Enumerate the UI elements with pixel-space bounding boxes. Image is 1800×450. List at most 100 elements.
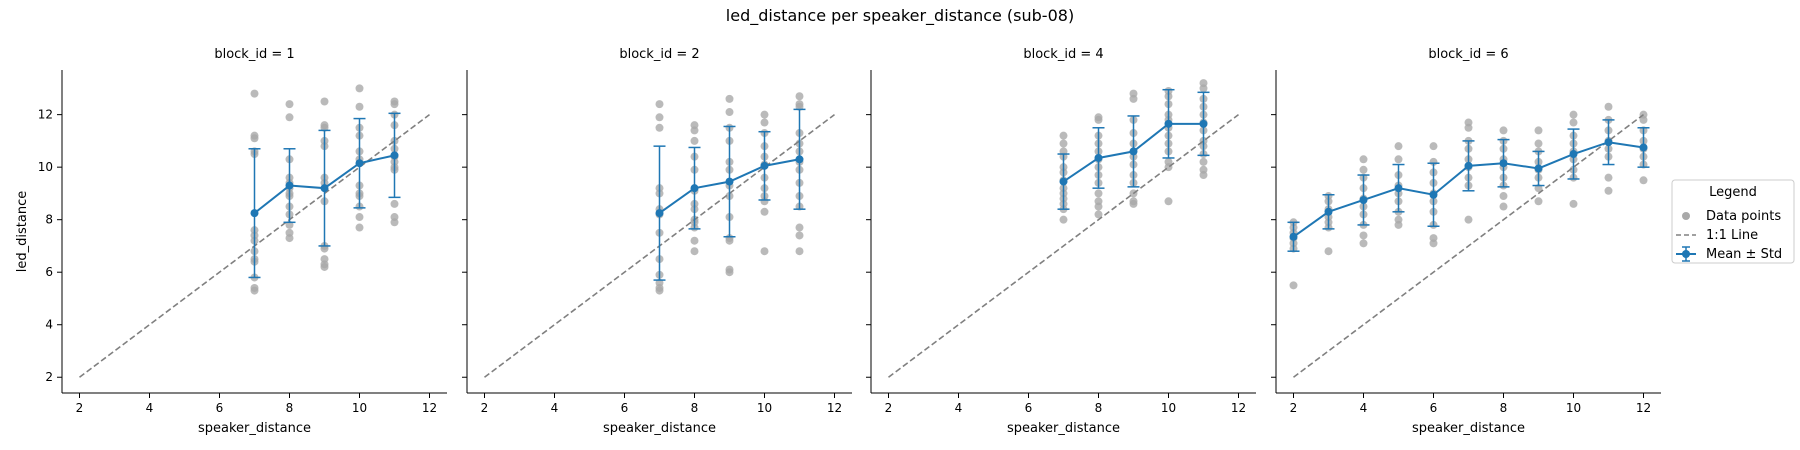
x-tick-label: 8 <box>691 401 699 415</box>
legend: Legend Data points 1:1 Line Mean ± Std <box>1671 179 1795 264</box>
mean-marker <box>1199 119 1208 128</box>
panel-title: block_id = 6 <box>1428 47 1508 62</box>
data-point <box>1094 202 1103 211</box>
legend-label: 1:1 Line <box>1706 228 1758 243</box>
data-point <box>1059 139 1068 148</box>
x-tick-label: 6 <box>216 401 224 415</box>
mean-marker <box>1534 164 1543 173</box>
mean-marker <box>1324 207 1333 216</box>
mean-marker <box>1639 143 1648 152</box>
x-axis-label: speaker_distance <box>1007 421 1120 436</box>
data-point <box>1094 189 1103 198</box>
y-tick-label: 6 <box>45 265 53 279</box>
data-point <box>250 89 259 98</box>
x-tick-label: 12 <box>1636 401 1651 415</box>
data-point <box>1639 115 1648 124</box>
x-tick-label: 6 <box>1430 401 1438 415</box>
mean-marker <box>1289 232 1298 241</box>
data-point <box>1394 155 1403 164</box>
x-tick-label: 4 <box>146 401 154 415</box>
data-point <box>1499 126 1508 135</box>
panel-title: block_id = 2 <box>619 47 699 62</box>
data-point <box>1359 239 1368 248</box>
legend-label: Mean ± Std <box>1706 247 1782 262</box>
mean-marker <box>1094 153 1103 162</box>
data-point <box>285 100 294 109</box>
x-tick-label: 8 <box>286 401 294 415</box>
data-point <box>1569 118 1578 127</box>
x-tick-label: 2 <box>885 401 893 415</box>
mean-marker <box>1359 195 1368 204</box>
data-point <box>1199 157 1208 166</box>
x-tick-label: 6 <box>1025 401 1033 415</box>
mean-markers <box>250 151 399 218</box>
data-point <box>390 199 399 208</box>
y-tick-label: 8 <box>45 213 53 227</box>
x-axis-label: speaker_distance <box>1412 421 1525 436</box>
mean-marker <box>1569 150 1578 159</box>
panel-title: block_id = 4 <box>1023 47 1103 62</box>
mean-marker <box>390 151 399 160</box>
y-tick-label: 4 <box>45 318 53 332</box>
data-point <box>285 113 294 122</box>
legend-marker-points <box>1682 212 1690 220</box>
data-point <box>1569 199 1578 208</box>
y-tick-label: 2 <box>45 370 53 384</box>
data-point <box>795 231 804 240</box>
data-point <box>250 286 259 295</box>
data-point <box>1059 131 1068 140</box>
x-tick-label: 4 <box>551 401 559 415</box>
x-axis-label: speaker_distance <box>198 421 311 436</box>
data-point <box>1604 186 1613 195</box>
data-point <box>760 110 769 119</box>
y-tick-label: 10 <box>38 160 53 174</box>
data-point <box>1534 197 1543 206</box>
data-point <box>795 92 804 101</box>
data-point <box>655 123 664 132</box>
data-point <box>725 108 734 117</box>
panel-4: block_id = 6 2 4 6 8 10 12 speaker_distance <box>1271 47 1661 436</box>
data-point <box>1499 202 1508 211</box>
data-point <box>655 100 664 109</box>
identity-line <box>888 114 1239 378</box>
mean-marker <box>1604 138 1613 147</box>
legend-box <box>1671 179 1795 264</box>
mean-marker <box>250 209 259 218</box>
data-point <box>1604 102 1613 111</box>
mean-marker <box>1394 184 1403 193</box>
y-axis-label: led_distance <box>15 191 30 272</box>
data-point <box>690 126 699 135</box>
mean-marker <box>1464 161 1473 170</box>
legend-label: Data points <box>1706 209 1781 224</box>
data-point <box>285 234 294 243</box>
data-point <box>1199 84 1208 93</box>
data-point <box>1604 173 1613 182</box>
mean-markers <box>655 155 804 218</box>
x-tick-label: 2 <box>76 401 84 415</box>
mean-markers <box>1059 119 1208 186</box>
mean-marker <box>1429 190 1438 199</box>
data-point <box>355 223 364 232</box>
mean-marker <box>655 209 664 218</box>
mean-marker <box>320 184 329 193</box>
panel-3: block_id = 4 2 4 6 8 10 12 speaker_distance <box>866 47 1256 436</box>
data-point <box>1464 215 1473 224</box>
x-tick-label: 2 <box>481 401 489 415</box>
figure-title: led_distance per speaker_distance (sub-0… <box>726 6 1074 26</box>
x-axis-label: speaker_distance <box>603 421 716 436</box>
legend-title: Legend <box>1709 185 1757 200</box>
legend-marker-mean-dot <box>1682 250 1690 258</box>
data-point <box>690 236 699 245</box>
data-point <box>760 118 769 127</box>
data-point <box>1534 139 1543 148</box>
data-point <box>795 247 804 256</box>
mean-marker <box>355 159 364 168</box>
data-point <box>725 236 734 245</box>
data-point <box>760 247 769 256</box>
data-point <box>1129 94 1138 103</box>
panel-1: block_id = 1 2 4 6 8 10 12 2 4 6 8 10 12 speaker_dist… <box>15 47 447 436</box>
mean-marker <box>1164 119 1173 128</box>
x-tick-label: 10 <box>352 401 367 415</box>
mean-marker <box>760 161 769 170</box>
data-point <box>1359 155 1368 164</box>
